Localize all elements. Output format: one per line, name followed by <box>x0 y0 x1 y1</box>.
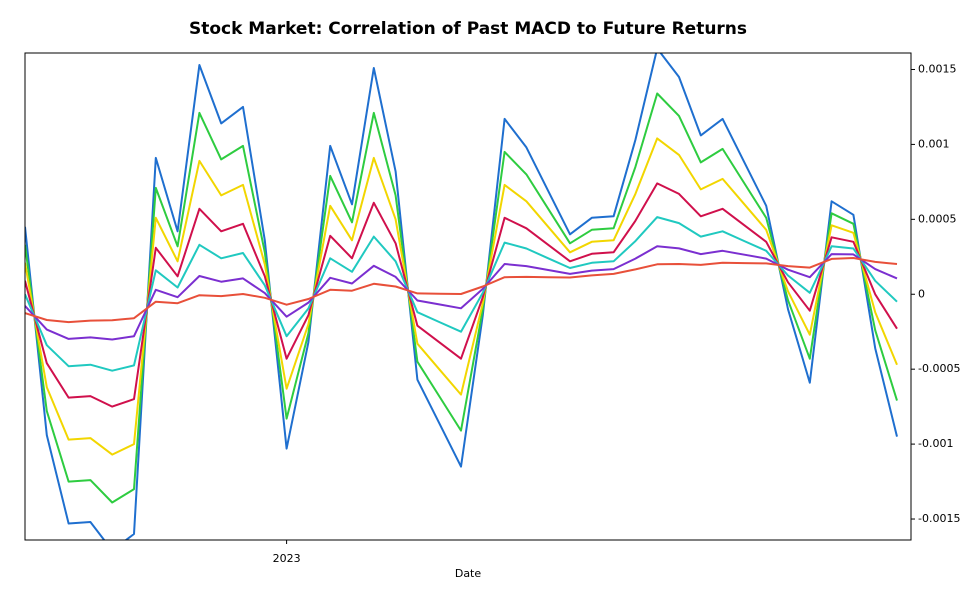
x-axis-label: Date <box>455 567 482 580</box>
plot-lines <box>25 53 898 540</box>
plot-frame <box>24 52 912 541</box>
y-tick-label: 0.001 <box>918 137 950 150</box>
y-tick-label: 0 <box>918 287 925 300</box>
y-tick-label: 0.0005 <box>918 212 957 225</box>
y-tick-label: -0.0005 <box>918 362 960 375</box>
y-tick-label: -0.001 <box>918 437 953 450</box>
series-line <box>25 216 898 372</box>
y-tick-label: -0.0015 <box>918 512 960 525</box>
x-tick-label: 2023 <box>273 552 301 565</box>
series-line <box>25 182 898 408</box>
series-line <box>25 53 898 540</box>
series-line <box>25 245 898 341</box>
chart-title: Stock Market: Correlation of Past MACD t… <box>189 19 747 39</box>
series-line <box>25 137 898 456</box>
series-line <box>25 92 898 504</box>
y-tick-label: 0.0015 <box>918 62 957 75</box>
series-line <box>25 257 898 324</box>
